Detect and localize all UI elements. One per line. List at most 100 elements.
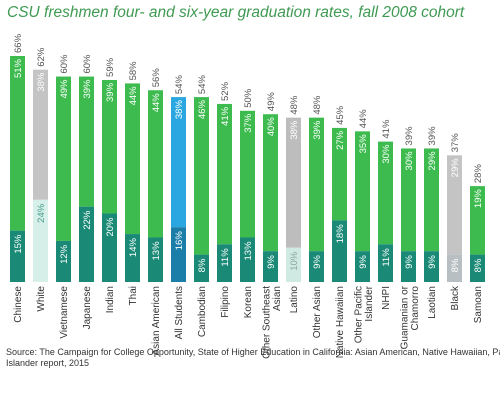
bar-six-year-samoan <box>470 186 485 255</box>
label-additional-korean: 37% <box>243 113 254 133</box>
label-six-year-indian: 59% <box>105 57 116 77</box>
label-additional-cambodian: 46% <box>197 100 208 120</box>
category-label-indian: Indian <box>105 286 116 313</box>
bar-four-year-other-southeast-asian <box>263 251 278 282</box>
label-six-year-japanese: 60% <box>82 54 93 74</box>
label-four-year-guamanian-or-chamorro: 9% <box>404 255 415 269</box>
bar-four-year-samoan <box>470 254 485 282</box>
bar-four-year-white <box>33 199 48 282</box>
bar-four-year-native-hawaiian <box>332 220 347 282</box>
category-label-white: White <box>36 286 47 312</box>
label-additional-samoan: 19% <box>473 189 484 209</box>
label-four-year-japanese: 22% <box>82 210 93 230</box>
bar-six-year-latino <box>286 117 301 248</box>
label-additional-black: 29% <box>450 158 461 178</box>
label-additional-chinese: 51% <box>13 58 24 78</box>
category-label-laotian: Laotian <box>427 286 438 319</box>
label-six-year-filipino: 52% <box>220 81 231 101</box>
bar-six-year-vietnamese <box>56 76 71 241</box>
bar-four-year-chinese <box>10 230 25 282</box>
bar-four-year-korean <box>240 237 255 282</box>
bar-six-year-filipino <box>217 103 232 245</box>
label-four-year-laotian: 9% <box>427 255 438 269</box>
bar-four-year-indian <box>102 213 117 282</box>
label-six-year-cambodian: 54% <box>197 75 208 95</box>
bar-four-year-laotian <box>424 251 439 282</box>
category-label-latino: Latino <box>289 286 300 314</box>
bar-six-year-chinese <box>10 56 25 231</box>
bar-six-year-cambodian <box>194 97 209 255</box>
bar-six-year-japanese <box>79 76 94 207</box>
label-four-year-white: 24% <box>36 203 47 223</box>
label-six-year-chinese: 66% <box>13 33 24 53</box>
label-four-year-other-southeast-asian: 9% <box>266 255 277 269</box>
bar-six-year-asian-american <box>148 90 163 238</box>
label-six-year-other-asian: 48% <box>312 95 323 115</box>
bar-four-year-black <box>447 254 462 282</box>
bar-six-year-korean <box>240 110 255 238</box>
label-additional-vietnamese: 49% <box>59 79 70 99</box>
label-additional-other-asian: 39% <box>312 120 323 140</box>
bar-six-year-other-asian <box>309 117 324 252</box>
category-label-samoan: Samoan <box>473 286 484 323</box>
label-four-year-native-hawaiian: 18% <box>335 224 346 244</box>
category-label-korean: Korean <box>243 286 254 318</box>
bar-six-year-all-students <box>171 97 186 228</box>
bar-six-year-black <box>447 155 462 255</box>
label-six-year-latino: 48% <box>289 95 300 115</box>
label-six-year-all-students: 54% <box>174 75 185 95</box>
label-six-year-thai: 58% <box>128 61 139 81</box>
category-label-other-asian: Other Asian <box>312 286 323 338</box>
bar-six-year-indian <box>102 79 117 214</box>
category-label-filipino: Filipino <box>220 286 231 318</box>
label-additional-indian: 39% <box>105 82 116 102</box>
label-additional-other-pacific-islander: 35% <box>358 134 369 154</box>
source-note: Source: The Campaign for College Opportu… <box>6 347 500 368</box>
category-label-cambodian: Cambodian <box>197 286 208 337</box>
label-additional-laotian: 29% <box>427 151 438 171</box>
label-four-year-filipino: 11% <box>220 248 231 267</box>
label-four-year-cambodian: 8% <box>197 258 208 272</box>
label-additional-all-students: 38% <box>174 100 185 120</box>
bar-six-year-guamanian-or-chamorro <box>401 148 416 252</box>
label-six-year-samoan: 28% <box>473 164 484 184</box>
label-six-year-white: 62% <box>36 47 47 67</box>
category-label-guamanian-or-chamorro: Guamanian orChamorro <box>400 285 422 349</box>
category-label-vietnamese: Vietnamese <box>59 286 70 339</box>
category-label-black: Black <box>450 285 461 310</box>
label-four-year-asian-american: 13% <box>151 241 162 261</box>
label-additional-white: 38% <box>36 72 47 92</box>
bar-four-year-japanese <box>79 206 94 282</box>
label-four-year-latino: 10% <box>289 251 300 271</box>
label-four-year-indian: 20% <box>105 217 116 237</box>
category-label-other-southeast-asian: Other SoutheastAsian <box>262 286 284 359</box>
label-six-year-vietnamese: 60% <box>59 54 70 74</box>
bar-four-year-nhpi <box>378 244 393 282</box>
label-four-year-samoan: 8% <box>473 258 484 272</box>
label-four-year-nhpi: 11% <box>381 248 392 267</box>
label-six-year-other-southeast-asian: 49% <box>266 92 277 112</box>
bar-six-year-laotian <box>424 148 439 252</box>
bar-four-year-thai <box>125 234 140 282</box>
bar-four-year-guamanian-or-chamorro <box>401 251 416 282</box>
label-additional-native-hawaiian: 27% <box>335 130 346 150</box>
bar-four-year-other-asian <box>309 251 324 282</box>
label-four-year-black: 8% <box>450 258 461 272</box>
bar-four-year-all-students <box>171 227 186 282</box>
label-four-year-vietnamese: 12% <box>59 244 70 264</box>
bar-six-year-white <box>33 69 48 200</box>
bar-six-year-native-hawaiian <box>332 127 347 221</box>
label-six-year-laotian: 39% <box>427 126 438 146</box>
label-six-year-black: 37% <box>450 133 461 153</box>
bars-group: 66% 51% 15% Chinese 62% 38% 24% White 60% 49% 12% V… <box>10 33 485 359</box>
bar-four-year-filipino <box>217 244 232 282</box>
label-additional-other-southeast-asian: 40% <box>266 117 277 137</box>
label-four-year-other-asian: 9% <box>312 255 323 269</box>
bar-four-year-cambodian <box>194 254 209 282</box>
category-label-japanese: Japanese <box>82 286 93 330</box>
category-label-all-students: All Students <box>174 286 185 339</box>
bar-four-year-latino <box>286 247 301 282</box>
label-six-year-other-pacific-islander: 44% <box>358 109 369 129</box>
label-additional-latino: 38% <box>289 120 300 140</box>
